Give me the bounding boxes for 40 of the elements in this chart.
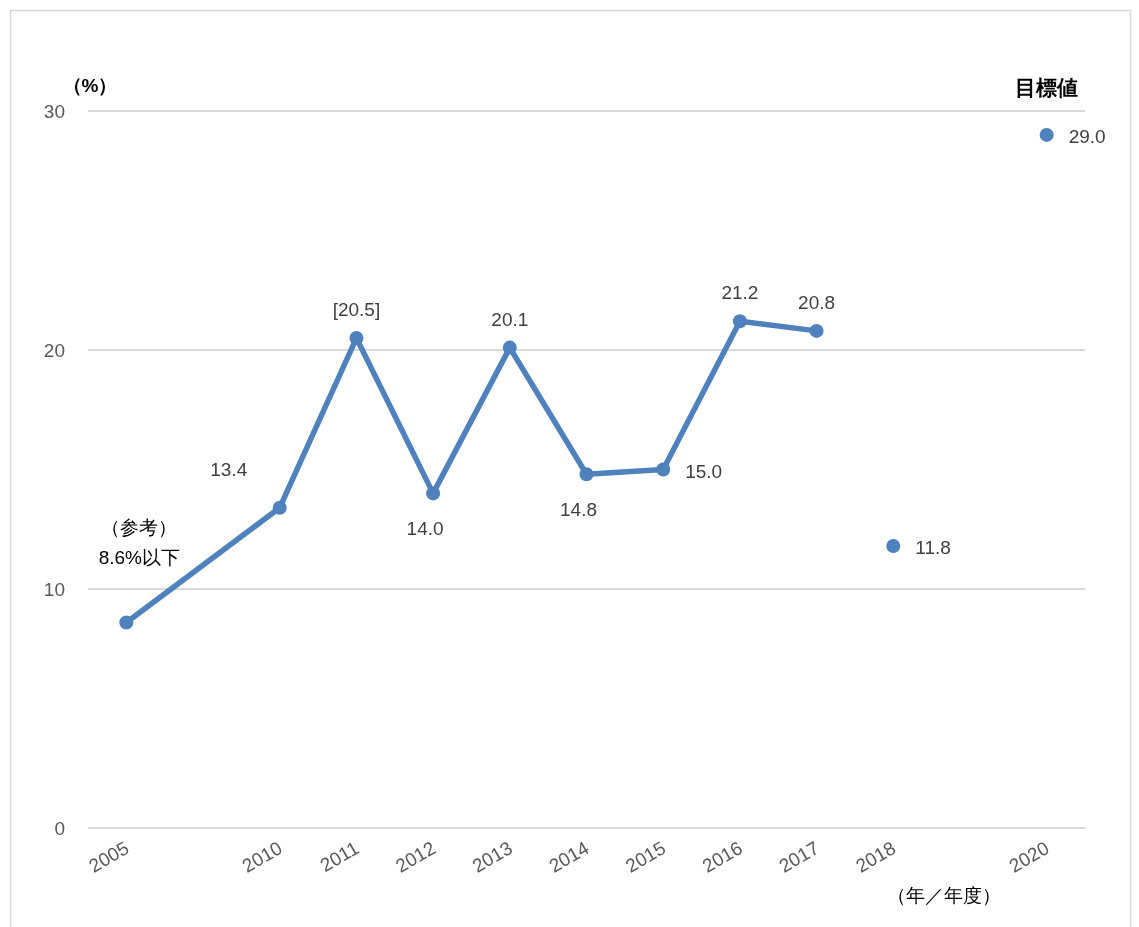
data-label: 20.8 — [798, 291, 836, 313]
x-tick-label: 2015 — [622, 837, 670, 877]
x-tick-label: 2005 — [85, 837, 133, 877]
point — [1039, 127, 1054, 142]
point — [349, 331, 364, 346]
data-label: （参考） 8.6%以下 — [98, 517, 180, 569]
data-label: 11.8 — [915, 536, 951, 558]
x-tick-label: 2010 — [238, 837, 286, 877]
series-label: 目標値 — [1015, 76, 1079, 99]
x-tick-label: 2014 — [545, 837, 593, 877]
y-axis-title: （%） — [62, 75, 118, 96]
data-label: 20.1 — [491, 308, 529, 330]
y-tick-label: 20 — [43, 340, 65, 361]
y-tick-label: 30 — [43, 101, 65, 122]
x-tick-label: 2016 — [698, 837, 746, 877]
point — [656, 462, 671, 477]
point — [426, 486, 441, 501]
data-label: 14.0 — [406, 518, 444, 540]
data-label: 15.0 — [685, 460, 723, 482]
data-label: 13.4 — [210, 458, 248, 480]
y-tick-label: 10 — [43, 579, 65, 600]
data-label: 29.0 — [1068, 125, 1106, 147]
x-axis-title: （年／年度） — [887, 885, 1001, 906]
x-tick-label: 2011 — [316, 837, 363, 876]
x-tick-label: 2018 — [852, 837, 900, 877]
point — [272, 500, 287, 515]
point — [732, 314, 747, 329]
x-tick-label: 2017 — [775, 837, 823, 877]
point — [502, 340, 517, 355]
x-tick-label: 2013 — [468, 837, 516, 877]
x-tick-label: 2012 — [392, 837, 440, 877]
data-label: 14.8 — [560, 499, 597, 521]
point — [809, 323, 824, 338]
data-label: [20.5] — [332, 299, 381, 321]
point — [886, 538, 901, 553]
x-tick-label: 2020 — [1005, 837, 1053, 877]
data-label: 21.2 — [721, 282, 759, 304]
y-tick-label: 0 — [54, 818, 65, 839]
point — [579, 467, 594, 482]
point — [119, 615, 134, 630]
